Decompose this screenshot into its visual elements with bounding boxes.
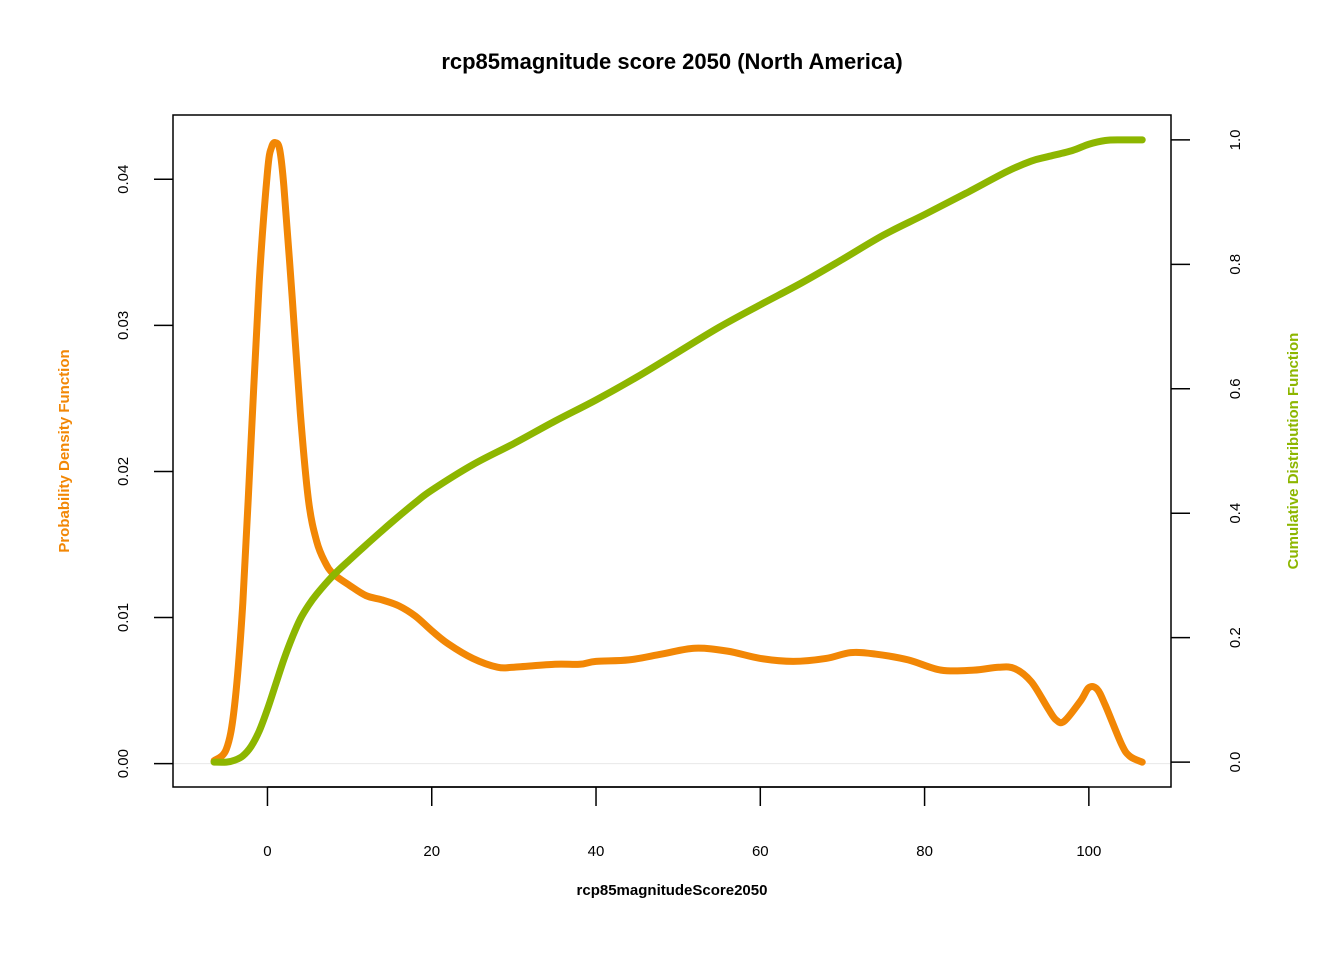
pdf-series xyxy=(210,139,1146,766)
x-tick-label: 80 xyxy=(916,843,933,860)
cdf-line xyxy=(210,136,1146,766)
y-right-tick-label: 0.0 xyxy=(1227,752,1244,773)
y-right-tick-label: 0.8 xyxy=(1227,254,1244,275)
y-left-tick-label: 0.00 xyxy=(115,749,132,778)
x-tick-label: 100 xyxy=(1076,843,1101,860)
x-axis: 0 20 40 60 80 100 xyxy=(263,786,1101,860)
y-right-tick-label: 0.6 xyxy=(1227,378,1244,399)
x-axis-label: rcp85magnitudeScore2050 xyxy=(577,882,768,899)
y-right-tick-label: 1.0 xyxy=(1227,129,1244,150)
x-tick-label: 40 xyxy=(588,843,605,860)
y-left-tick-label: 0.04 xyxy=(115,165,132,194)
y-left-tick-label: 0.03 xyxy=(115,311,132,340)
y-right-tick-label: 0.2 xyxy=(1227,627,1244,648)
x-tick-label: 20 xyxy=(423,843,440,860)
y-right-tick-label: 0.4 xyxy=(1227,503,1244,524)
y-left-tick-label: 0.01 xyxy=(115,603,132,632)
y-right-axis: 0.0 0.2 0.4 0.6 0.8 1.0 xyxy=(1171,129,1244,773)
y-left-axis: 0.00 0.01 0.02 0.03 0.04 xyxy=(115,165,173,778)
plot-frame xyxy=(172,114,1172,788)
y-left-tick-label: 0.02 xyxy=(115,457,132,486)
chart-title: rcp85magnitude score 2050 (North America… xyxy=(441,49,902,74)
pdf-line xyxy=(210,139,1146,766)
x-tick-label: 60 xyxy=(752,843,769,860)
x-tick-label: 0 xyxy=(263,843,271,860)
y-left-axis-label: Probability Density Function xyxy=(56,349,73,552)
cdf-series xyxy=(210,136,1146,766)
y-right-axis-label: Cumulative Distribution Function xyxy=(1285,333,1302,570)
